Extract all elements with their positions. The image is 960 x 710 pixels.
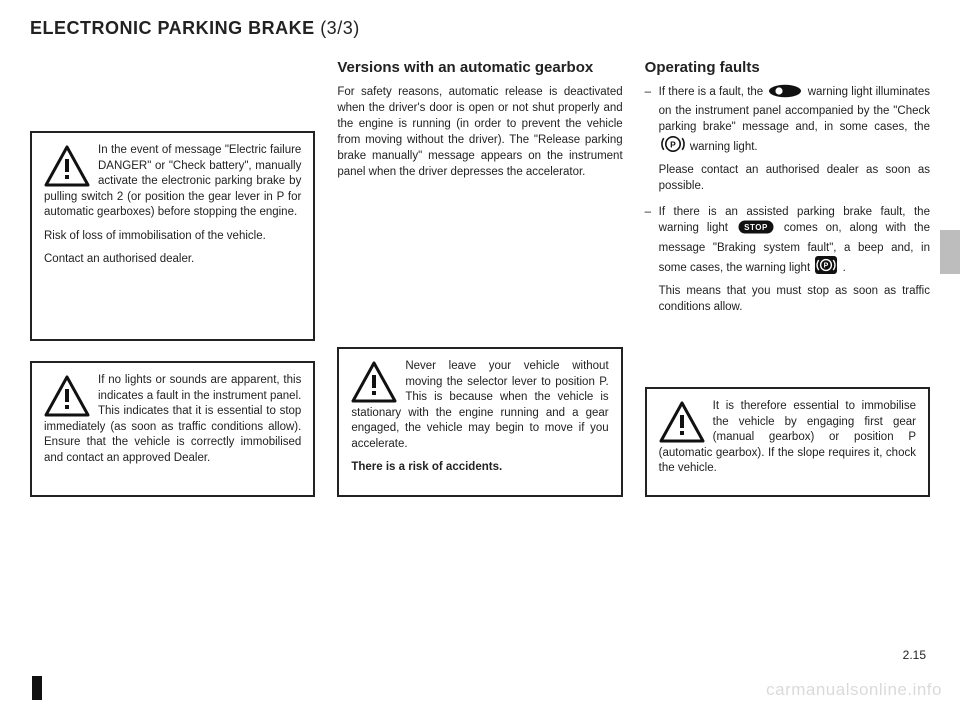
warning-text: There is a risk of accidents. <box>351 460 608 476</box>
stop-warning-icon: STOP <box>738 220 774 239</box>
fault-item: If there is a fault, the warning light i… <box>645 84 930 195</box>
side-tab <box>940 230 960 274</box>
fault-subtext: This means that you must stop as soon as… <box>659 283 930 315</box>
warning-box-electric-failure: In the event of message "Electric failur… <box>30 131 315 341</box>
svg-text:P: P <box>824 262 829 269</box>
columns: In the event of message "Electric failur… <box>30 59 930 497</box>
column-right: Operating faults If there is a fault, th… <box>645 59 930 497</box>
footer-mark <box>32 676 42 700</box>
body-paragraph: For safety reasons, automatic release is… <box>337 84 622 181</box>
title-main: ELECTRONIC PARKING BRAKE <box>30 18 315 38</box>
warning-box-no-lights: If no lights or sounds are apparent, thi… <box>30 361 315 497</box>
fault-item: If there is an assisted parking brake fa… <box>645 204 930 315</box>
section-heading-faults: Operating faults <box>645 59 930 78</box>
warning-triangle-icon <box>44 145 90 187</box>
fault-list: If there is a fault, the warning light i… <box>645 84 930 325</box>
warning-triangle-icon <box>659 401 705 443</box>
watermark: carmanualsonline.info <box>766 680 942 700</box>
warning-text: Contact an authorised dealer. <box>44 252 301 268</box>
oval-warning-icon <box>768 84 802 103</box>
parking-brake-icon: P <box>661 135 685 158</box>
column-middle: Versions with an automatic gearbox For s… <box>337 59 622 497</box>
warning-triangle-icon <box>44 375 90 417</box>
page-title: ELECTRONIC PARKING BRAKE (3/3) <box>30 18 930 39</box>
column-left: In the event of message "Electric failur… <box>30 59 315 497</box>
page-number: 2.15 <box>903 648 926 662</box>
manual-page: ELECTRONIC PARKING BRAKE (3/3) In the ev… <box>0 0 960 710</box>
svg-text:STOP: STOP <box>744 223 768 232</box>
section-heading-auto-gearbox: Versions with an automatic gearbox <box>337 59 622 78</box>
svg-text:P: P <box>670 139 676 149</box>
warning-triangle-icon <box>351 361 397 403</box>
warning-box-immobilise: It is therefore essential to immobilise … <box>645 387 930 497</box>
title-count: (3/3) <box>320 18 360 38</box>
warning-text: Risk of loss of immobilisation of the ve… <box>44 229 301 245</box>
warning-box-selector-p: Never leave your vehicle without moving … <box>337 347 622 497</box>
fault-subtext: Please contact an authorised dealer as s… <box>659 162 930 194</box>
brake-warning-icon: P <box>815 256 837 279</box>
